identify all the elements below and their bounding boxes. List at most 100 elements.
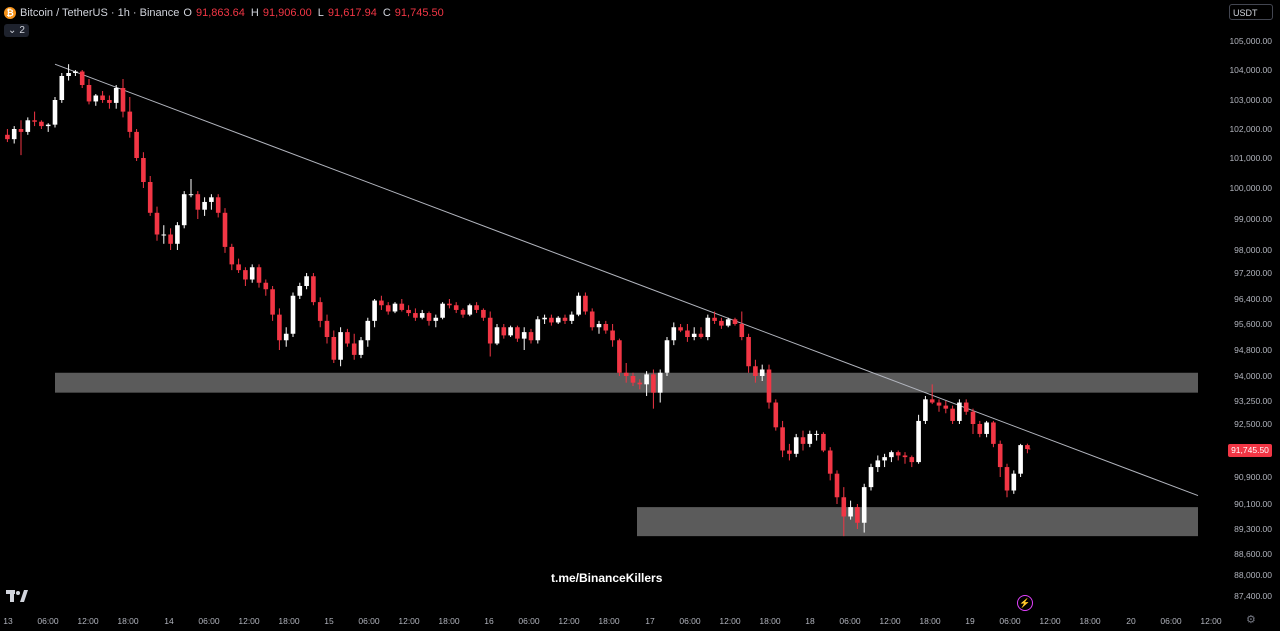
price-tick-label: 101,000.00 xyxy=(1229,153,1272,163)
time-tick-label: 18:00 xyxy=(598,616,620,626)
candle xyxy=(243,267,248,286)
candle xyxy=(882,453,887,468)
tradingview-logo-icon[interactable] xyxy=(6,589,28,603)
time-tick-label: 17 xyxy=(645,616,655,626)
candle xyxy=(79,70,85,88)
candle xyxy=(324,314,330,344)
time-tick-label: 19 xyxy=(965,616,975,626)
candle xyxy=(161,225,167,244)
candle xyxy=(943,401,949,414)
candle xyxy=(351,333,357,360)
candle xyxy=(848,500,853,520)
price-tick-label: 88,000.00 xyxy=(1234,570,1272,580)
candle xyxy=(311,273,316,306)
candle xyxy=(11,126,17,144)
candle xyxy=(447,299,452,309)
candle xyxy=(209,194,214,210)
candle xyxy=(861,483,867,533)
candle xyxy=(855,504,860,529)
time-tick-label: 12:00 xyxy=(558,616,580,626)
high-value: 91,906.00 xyxy=(262,7,312,19)
candle xyxy=(270,286,275,321)
candle xyxy=(419,309,425,320)
chevron-down-icon: ⌄ xyxy=(8,25,17,36)
candle xyxy=(753,359,758,383)
candle xyxy=(807,430,813,448)
indicators-toggle[interactable]: ⌄ 2 xyxy=(4,24,29,37)
candle xyxy=(923,396,928,424)
price-tick-label: 99,000.00 xyxy=(1234,214,1272,224)
candle xyxy=(277,308,282,350)
time-tick-label: 18:00 xyxy=(1079,616,1101,626)
candle xyxy=(957,399,962,424)
price-tick-label: 96,400.00 xyxy=(1234,294,1272,304)
candle xyxy=(970,408,976,434)
time-tick-label: 06:00 xyxy=(198,616,220,626)
candle xyxy=(426,311,432,326)
price-tick-label: 93,250.00 xyxy=(1234,396,1272,406)
candle xyxy=(868,463,874,491)
candle xyxy=(175,222,180,250)
candle xyxy=(263,279,269,296)
candle xyxy=(1018,443,1023,477)
candle xyxy=(610,324,615,347)
support-zone[interactable] xyxy=(637,507,1198,537)
candle xyxy=(583,292,588,315)
gear-icon[interactable]: ⚙ xyxy=(1246,614,1256,626)
candle xyxy=(18,120,24,156)
candle xyxy=(1004,463,1010,498)
candle xyxy=(555,316,561,324)
candle xyxy=(936,399,942,412)
candle xyxy=(66,64,71,81)
candle xyxy=(100,91,105,103)
candle xyxy=(32,111,37,127)
candle xyxy=(345,328,350,347)
candle xyxy=(39,120,44,129)
candle xyxy=(501,324,507,339)
price-tick-label: 92,500.00 xyxy=(1234,419,1272,429)
candle xyxy=(916,414,921,464)
candle xyxy=(637,379,643,390)
candle xyxy=(705,314,711,341)
candle xyxy=(168,228,173,250)
candle xyxy=(630,372,636,386)
candle xyxy=(875,455,881,473)
candle xyxy=(617,338,622,376)
candle xyxy=(317,297,323,328)
candle xyxy=(52,97,58,128)
candle xyxy=(780,420,785,458)
candle xyxy=(759,364,765,381)
time-tick-label: 18:00 xyxy=(438,616,460,626)
candle xyxy=(297,282,303,299)
time-tick-label: 18:00 xyxy=(278,616,300,626)
candle xyxy=(127,97,133,138)
open-label: O xyxy=(183,7,192,19)
lightning-icon[interactable]: ⚡ xyxy=(1017,595,1033,611)
close-value: 91,745.50 xyxy=(394,7,444,19)
price-tick-label: 94,000.00 xyxy=(1234,371,1272,381)
candle xyxy=(719,317,724,329)
candle xyxy=(5,129,10,143)
candle xyxy=(283,327,289,347)
trendline[interactable] xyxy=(54,63,1199,497)
symbol-title[interactable]: Bitcoin / TetherUS · 1h · Binance xyxy=(20,7,180,19)
currency-selector[interactable]: USDT xyxy=(1229,4,1273,20)
candle xyxy=(331,330,337,363)
candle xyxy=(603,320,609,334)
time-tick-label: 06:00 xyxy=(999,616,1021,626)
candle xyxy=(902,452,908,464)
candle xyxy=(535,316,541,344)
candle xyxy=(977,420,983,438)
candle xyxy=(950,405,955,424)
price-tick-label: 104,000.00 xyxy=(1229,65,1272,75)
high-label: H xyxy=(250,7,259,19)
candle xyxy=(787,443,792,461)
time-tick-label: 20 xyxy=(1126,616,1136,626)
indicator-count: 2 xyxy=(19,25,25,36)
candle xyxy=(521,327,527,350)
chart-legend: ₿ Bitcoin / TetherUS · 1h · Binance O 91,… xyxy=(4,5,446,21)
candle xyxy=(379,295,384,310)
candle xyxy=(685,324,690,342)
candle xyxy=(821,432,826,453)
